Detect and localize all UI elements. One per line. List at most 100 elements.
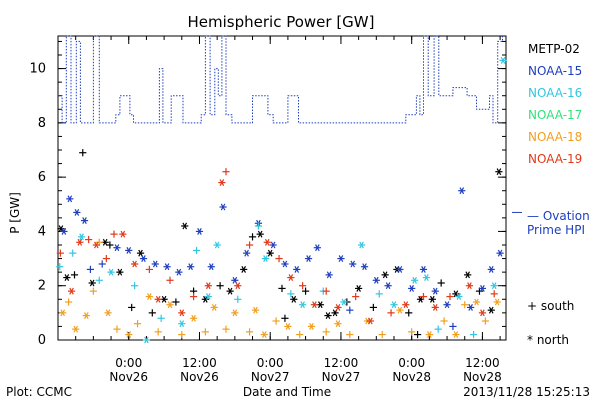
north-point: [226, 287, 234, 295]
north-point: [411, 276, 419, 284]
north-point: [125, 246, 133, 254]
north-point: [381, 271, 389, 279]
north-point: [234, 282, 242, 290]
north-point: [263, 238, 271, 246]
south-point: [110, 230, 118, 238]
north-point: [80, 217, 89, 225]
south-point: [272, 317, 280, 325]
north-point: [195, 227, 204, 235]
north-point: [204, 282, 212, 290]
north-point: [334, 320, 342, 328]
north-point: [284, 322, 292, 330]
north-point: [281, 260, 289, 268]
north-point: [458, 187, 466, 195]
x-tick-time-label: 12:00: [465, 356, 500, 370]
north-point: [287, 274, 295, 282]
south-point: [234, 295, 242, 303]
north-point: [261, 255, 270, 263]
north-point: [113, 244, 121, 252]
south-point: [378, 330, 386, 339]
north-point: [72, 325, 80, 333]
south-point: [322, 328, 330, 336]
south-point: [222, 168, 230, 176]
north-point: [178, 320, 186, 328]
north-point: [452, 290, 460, 298]
north-point: [187, 263, 195, 271]
legend-entry: NOAA-17: [528, 108, 583, 122]
north-point: [465, 282, 474, 290]
x-tick-date-label: Nov27: [251, 370, 290, 384]
x-tick-date-label: Nov28: [392, 370, 431, 384]
north-point: [428, 295, 436, 303]
north-point: [325, 271, 333, 279]
north-point: [425, 331, 433, 339]
y-tick-label: 6: [38, 170, 46, 185]
north-point: [181, 222, 189, 230]
north-point: [145, 293, 153, 301]
north-point: [269, 241, 277, 249]
north-point: [357, 241, 366, 249]
south-point: [89, 287, 97, 295]
south-point: [352, 292, 360, 301]
north-point: [77, 233, 86, 241]
north-point: [73, 208, 81, 216]
north-point: [67, 287, 76, 295]
north-point: [487, 265, 495, 273]
south-point: [145, 265, 153, 274]
south-point: [299, 282, 307, 290]
south-point: [201, 328, 209, 336]
south-point: [254, 222, 263, 230]
south-point: [56, 249, 64, 257]
south-point: [446, 292, 454, 301]
north-point: [213, 241, 221, 249]
x-tick-time-label: 0:00: [257, 356, 284, 370]
south-point: [102, 254, 110, 263]
north-point: [131, 260, 139, 268]
south-point: [461, 301, 469, 309]
north-point: [218, 179, 226, 187]
south-point: [301, 287, 310, 295]
y-tick-label: 8: [38, 116, 46, 131]
north-point: [60, 227, 68, 235]
south-point: [281, 314, 289, 322]
plot-credit: Plot: CCMC: [6, 385, 72, 399]
south-point: [133, 320, 142, 328]
north-point: [431, 303, 439, 311]
legend-entry: NOAA-16: [528, 86, 583, 100]
south-point: [322, 287, 330, 295]
north-point: [201, 295, 209, 303]
north-point: [464, 271, 472, 279]
south-point: [79, 149, 87, 157]
y-tick-label: 0: [38, 333, 46, 348]
north-point: [57, 225, 65, 233]
south-point: [192, 246, 201, 255]
north-point: [360, 263, 369, 271]
north-point: [478, 309, 487, 317]
y-tick-label: 2: [38, 279, 46, 294]
north-point: [431, 287, 439, 295]
north-point: [402, 301, 410, 309]
north-point: [219, 203, 227, 211]
south-point: [440, 317, 448, 325]
x-tick-date-label: Nov28: [463, 370, 502, 384]
x-tick-time-label: 12:00: [324, 356, 359, 370]
north-point: [324, 312, 332, 320]
south-point: [216, 282, 224, 290]
north-point: [207, 263, 215, 271]
north-point: [355, 284, 363, 292]
north-point: [154, 295, 162, 303]
north-point: [307, 322, 316, 330]
north-point: [396, 306, 404, 314]
south-point: [65, 298, 73, 306]
south-point: [222, 325, 230, 333]
south-point: [69, 249, 77, 257]
north-point: [340, 298, 348, 306]
y-axis-label: P [GW]: [8, 192, 22, 234]
north-point: [310, 301, 319, 309]
north-point: [349, 260, 357, 268]
north-point: [116, 268, 124, 276]
north-point: [304, 255, 313, 263]
x-tick-date-label: Nov26: [180, 370, 219, 384]
north-point: [66, 195, 74, 203]
